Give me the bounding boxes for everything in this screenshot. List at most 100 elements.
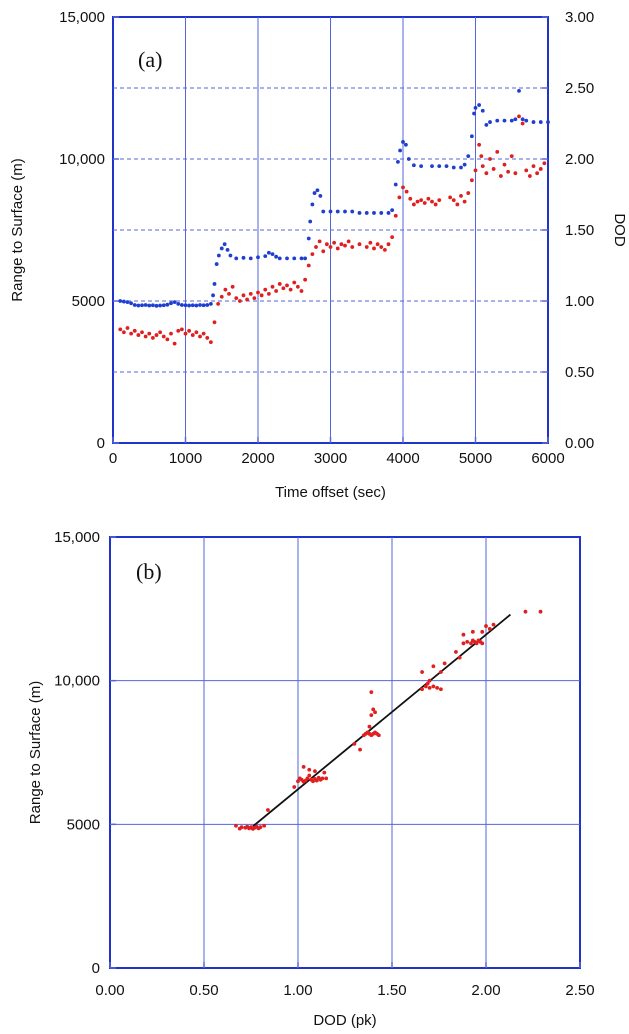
data-point — [248, 292, 253, 296]
y2-tick-label: 2.00 — [565, 151, 594, 168]
data-point — [375, 242, 380, 247]
data-point — [314, 245, 318, 249]
data-point — [343, 243, 347, 248]
data-point — [266, 292, 271, 296]
data-point — [307, 773, 312, 778]
data-point — [390, 235, 395, 240]
data-point — [397, 195, 402, 200]
data-point — [425, 681, 430, 686]
data-point — [517, 88, 521, 93]
data-point — [332, 240, 337, 245]
data-point — [538, 167, 543, 171]
data-point — [376, 733, 381, 738]
data-point — [165, 337, 170, 342]
data-point — [437, 164, 442, 169]
data-point — [256, 255, 260, 260]
data-point — [473, 105, 478, 110]
data-point — [477, 142, 482, 147]
data-point — [524, 168, 529, 173]
data-point — [437, 198, 442, 203]
data-point — [125, 326, 130, 330]
data-point — [190, 333, 195, 337]
data-point — [212, 282, 217, 286]
data-point — [479, 154, 484, 159]
data-point — [212, 320, 217, 325]
data-point — [118, 327, 123, 332]
data-point — [158, 330, 163, 335]
y2-tick-label: 0.00 — [565, 435, 594, 452]
data-point — [350, 209, 355, 214]
panel-a-y-axis-label: Range to Surface (m) — [9, 158, 26, 301]
y-tick-label: 5000 — [72, 293, 105, 310]
data-point — [129, 301, 134, 306]
data-point — [404, 189, 409, 194]
data-point — [451, 165, 456, 170]
data-point — [216, 253, 221, 258]
data-point — [495, 150, 500, 154]
data-point — [459, 194, 463, 198]
data-point — [462, 199, 467, 204]
data-point — [248, 256, 253, 261]
data-point — [187, 303, 192, 308]
data-point — [201, 303, 206, 308]
data-point — [502, 162, 507, 167]
data-point — [317, 239, 322, 244]
data-point — [165, 302, 170, 307]
data-point — [310, 202, 315, 207]
data-point — [498, 174, 503, 178]
y2-tick-label: 2.50 — [565, 80, 594, 97]
data-point — [382, 247, 387, 252]
panel-a-points — [118, 88, 550, 346]
data-point — [350, 245, 355, 249]
data-point — [461, 641, 466, 646]
data-point — [393, 182, 398, 187]
data-point — [161, 303, 166, 308]
data-point — [535, 171, 540, 176]
x-tick-label: 0.00 — [95, 982, 124, 999]
y2-tick-label: 1.50 — [565, 222, 594, 239]
data-point — [513, 171, 518, 176]
data-point — [346, 239, 351, 244]
data-point — [306, 263, 311, 268]
data-point — [205, 303, 210, 307]
data-point — [379, 211, 384, 215]
data-point — [373, 710, 377, 715]
data-point — [520, 117, 525, 122]
data-point — [444, 164, 449, 169]
data-point — [364, 245, 369, 249]
data-point — [179, 327, 184, 332]
data-point — [285, 256, 289, 261]
data-point — [227, 292, 231, 296]
data-point — [234, 823, 238, 828]
data-point — [335, 246, 340, 251]
data-point — [322, 770, 327, 775]
data-point — [431, 664, 436, 669]
data-point — [448, 195, 453, 200]
data-point — [194, 303, 199, 308]
data-point — [419, 198, 424, 203]
y-tick-label: 0 — [97, 435, 105, 452]
data-point — [465, 639, 470, 644]
data-point — [520, 121, 525, 126]
data-point — [201, 331, 206, 336]
data-point — [179, 303, 184, 307]
data-point — [455, 202, 460, 207]
data-point — [205, 336, 210, 340]
data-point — [150, 336, 155, 340]
data-point — [169, 301, 173, 306]
data-point — [538, 120, 543, 124]
data-point — [121, 330, 126, 335]
x-tick-label: 1.50 — [377, 982, 406, 999]
data-point — [132, 303, 137, 307]
data-point — [190, 303, 195, 308]
data-point — [393, 213, 398, 218]
y2-tick-label: 0.50 — [565, 364, 594, 381]
panel-a-ticks: 0 1000 2000 3000 4000 5000 6000 0 5000 10,000 15,0… — [59, 9, 594, 467]
data-point — [408, 196, 413, 201]
data-point — [491, 167, 496, 171]
data-point — [303, 256, 308, 261]
data-point — [306, 236, 311, 241]
y2-tick-label: 3.00 — [565, 9, 594, 26]
data-point — [270, 252, 275, 257]
data-point — [466, 191, 471, 195]
